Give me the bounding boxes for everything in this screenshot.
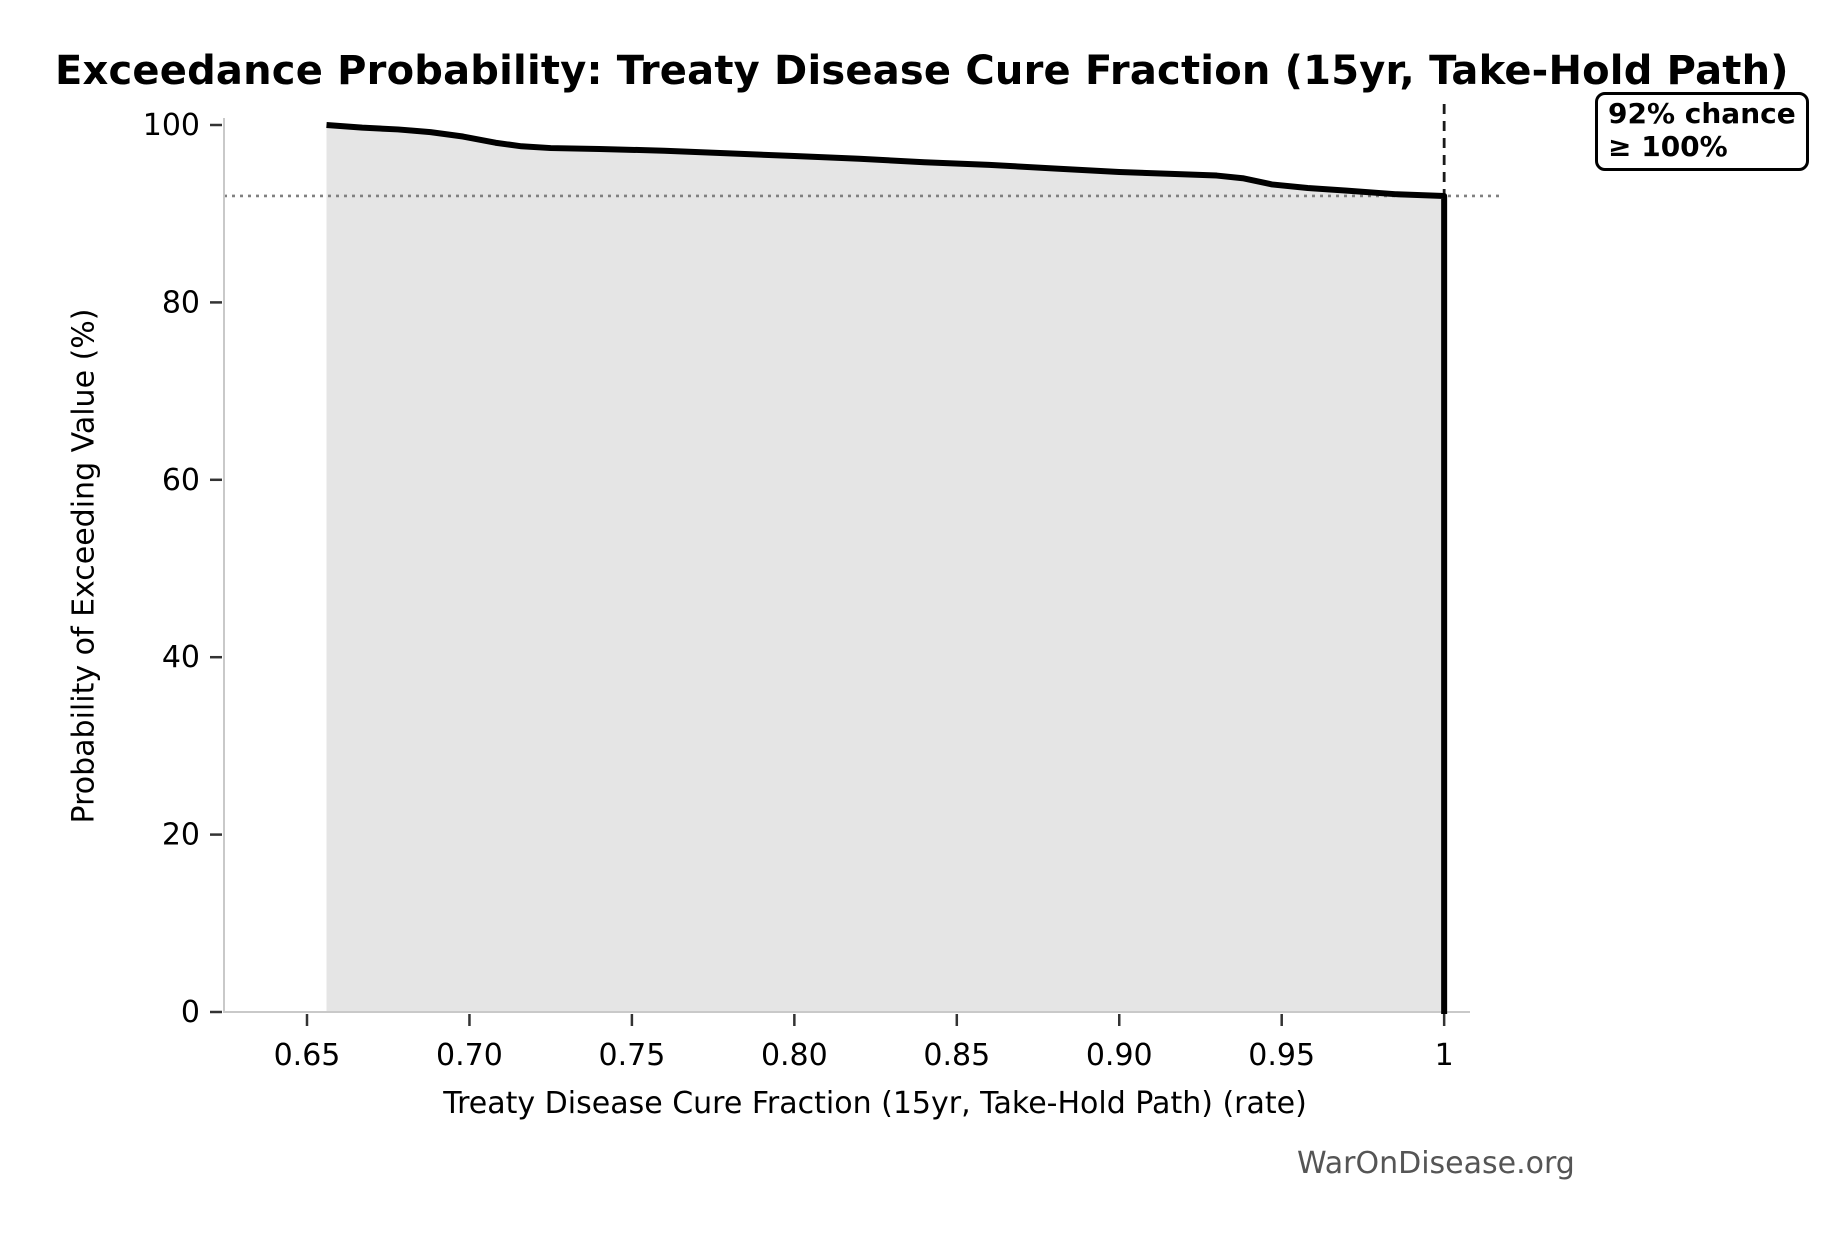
- x-tick-label: 0.90: [1086, 1038, 1153, 1073]
- x-tick-label: 0.75: [599, 1038, 666, 1073]
- chart-title: Exceedance Probability: Treaty Disease C…: [55, 48, 1789, 94]
- exceedance-curve: [326, 122, 1448, 1014]
- y-tick-label: 40: [162, 640, 200, 675]
- area-fill: [326, 125, 1445, 1012]
- annotation-line-1: 92% chance: [1608, 97, 1796, 130]
- x-tick-label: 0.95: [1248, 1038, 1315, 1073]
- y-axis-label: Probability of Exceeding Value (%): [66, 308, 102, 824]
- x-tick-label: 0.85: [923, 1038, 990, 1073]
- y-tick-label: 0: [181, 995, 200, 1030]
- y-tick-label: 80: [162, 285, 200, 320]
- y-tick-label: 20: [162, 818, 200, 853]
- x-axis-label: Treaty Disease Cure Fraction (15yr, Take…: [443, 1086, 1307, 1121]
- x-tick-label: 0.65: [274, 1038, 341, 1073]
- x-tick-label: 0.80: [761, 1038, 828, 1073]
- x-tick-label: 0.70: [436, 1038, 503, 1073]
- x-tick-label: 1: [1435, 1038, 1454, 1073]
- threshold-annotation: 92% chance ≥ 100%: [1595, 92, 1809, 171]
- annotation-line-2: ≥ 100%: [1608, 130, 1728, 163]
- y-tick-label: 100: [143, 108, 200, 143]
- y-tick-label: 60: [162, 463, 200, 498]
- watermark-text: WarOnDisease.org: [1297, 1146, 1575, 1181]
